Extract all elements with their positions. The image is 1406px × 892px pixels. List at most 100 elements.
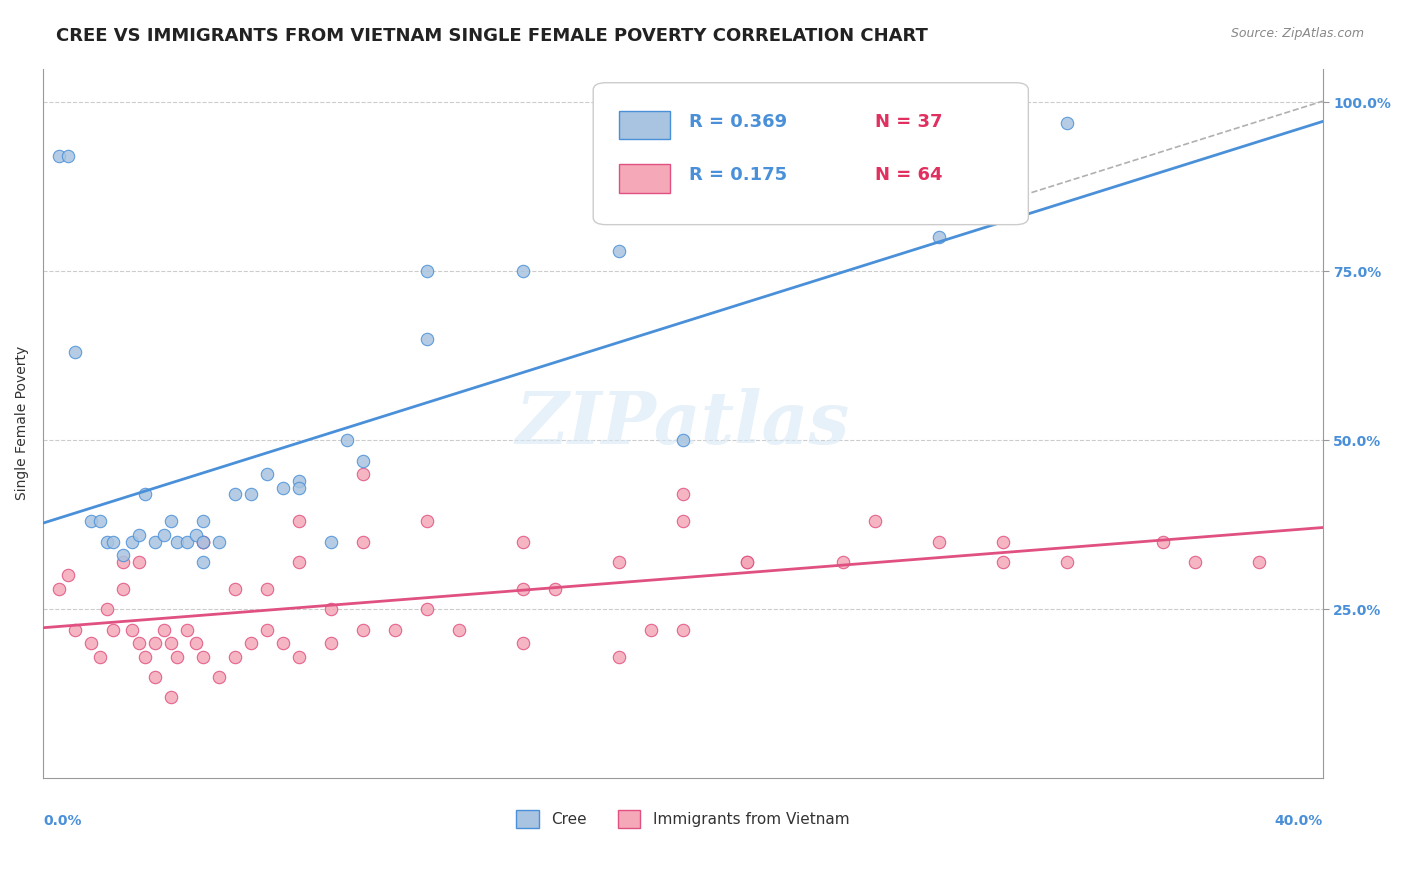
FancyBboxPatch shape bbox=[619, 112, 671, 139]
Point bbox=[128, 636, 150, 650]
Point bbox=[512, 582, 534, 596]
Point bbox=[384, 623, 406, 637]
Text: Source: ZipAtlas.com: Source: ZipAtlas.com bbox=[1230, 27, 1364, 40]
Point bbox=[111, 548, 134, 562]
Point bbox=[512, 636, 534, 650]
Legend: Cree, Immigrants from Vietnam: Cree, Immigrants from Vietnam bbox=[510, 804, 855, 834]
Point bbox=[186, 528, 208, 542]
Point bbox=[111, 555, 134, 569]
Point bbox=[416, 515, 439, 529]
Point bbox=[735, 555, 758, 569]
Point bbox=[1056, 115, 1078, 129]
Point bbox=[191, 534, 214, 549]
Point bbox=[271, 636, 294, 650]
Point bbox=[672, 623, 695, 637]
Point bbox=[186, 636, 208, 650]
Text: R = 0.369: R = 0.369 bbox=[689, 112, 787, 131]
Point bbox=[63, 345, 86, 359]
Point bbox=[447, 623, 470, 637]
Point bbox=[160, 690, 183, 705]
Text: CREE VS IMMIGRANTS FROM VIETNAM SINGLE FEMALE POVERTY CORRELATION CHART: CREE VS IMMIGRANTS FROM VIETNAM SINGLE F… bbox=[56, 27, 928, 45]
Point bbox=[191, 534, 214, 549]
Text: N = 37: N = 37 bbox=[875, 112, 942, 131]
Point bbox=[153, 623, 176, 637]
Point bbox=[271, 481, 294, 495]
Point bbox=[288, 555, 311, 569]
Point bbox=[1184, 555, 1206, 569]
Point bbox=[928, 230, 950, 244]
Point bbox=[512, 534, 534, 549]
Point bbox=[319, 636, 342, 650]
Point bbox=[191, 534, 214, 549]
Point bbox=[103, 534, 125, 549]
Point bbox=[416, 332, 439, 346]
Point bbox=[103, 623, 125, 637]
Point bbox=[134, 649, 156, 664]
Point bbox=[121, 534, 143, 549]
Text: R = 0.175: R = 0.175 bbox=[689, 166, 787, 184]
Point bbox=[1247, 555, 1270, 569]
Point bbox=[80, 515, 103, 529]
Point bbox=[607, 555, 630, 569]
Point bbox=[288, 474, 311, 488]
Point bbox=[96, 602, 118, 616]
Point bbox=[288, 515, 311, 529]
Point bbox=[256, 623, 278, 637]
Point bbox=[63, 623, 86, 637]
Point bbox=[191, 555, 214, 569]
Point bbox=[239, 487, 262, 501]
Point bbox=[80, 636, 103, 650]
Point bbox=[512, 264, 534, 278]
Point bbox=[176, 534, 198, 549]
Point bbox=[352, 467, 374, 481]
Point bbox=[991, 555, 1014, 569]
Point bbox=[288, 481, 311, 495]
Point bbox=[166, 649, 188, 664]
Text: 0.0%: 0.0% bbox=[44, 814, 82, 828]
Point bbox=[352, 453, 374, 467]
Point bbox=[224, 487, 246, 501]
Point bbox=[319, 534, 342, 549]
FancyBboxPatch shape bbox=[593, 83, 1028, 225]
Point bbox=[166, 534, 188, 549]
Point bbox=[58, 568, 80, 582]
Point bbox=[256, 467, 278, 481]
Point bbox=[111, 582, 134, 596]
Point bbox=[831, 555, 853, 569]
Point bbox=[607, 244, 630, 258]
Point bbox=[89, 649, 111, 664]
Point bbox=[143, 534, 166, 549]
Point bbox=[208, 670, 231, 684]
Point bbox=[928, 534, 950, 549]
Text: N = 64: N = 64 bbox=[875, 166, 942, 184]
Point bbox=[672, 515, 695, 529]
Point bbox=[672, 487, 695, 501]
Point bbox=[352, 623, 374, 637]
Point bbox=[143, 670, 166, 684]
Point bbox=[128, 555, 150, 569]
Point bbox=[991, 534, 1014, 549]
Point bbox=[96, 534, 118, 549]
Point bbox=[336, 434, 359, 448]
Point bbox=[640, 623, 662, 637]
Point bbox=[121, 623, 143, 637]
Point bbox=[128, 528, 150, 542]
Point bbox=[48, 149, 70, 163]
Point bbox=[208, 534, 231, 549]
FancyBboxPatch shape bbox=[619, 164, 671, 193]
Point bbox=[863, 515, 886, 529]
Point bbox=[224, 582, 246, 596]
Y-axis label: Single Female Poverty: Single Female Poverty bbox=[15, 346, 30, 500]
Point bbox=[352, 534, 374, 549]
Point bbox=[416, 264, 439, 278]
Text: 40.0%: 40.0% bbox=[1274, 814, 1323, 828]
Point bbox=[160, 515, 183, 529]
Point bbox=[239, 636, 262, 650]
Point bbox=[224, 649, 246, 664]
Point bbox=[134, 487, 156, 501]
Point bbox=[607, 649, 630, 664]
Point bbox=[160, 636, 183, 650]
Point bbox=[319, 602, 342, 616]
Point bbox=[288, 649, 311, 664]
Point bbox=[672, 434, 695, 448]
